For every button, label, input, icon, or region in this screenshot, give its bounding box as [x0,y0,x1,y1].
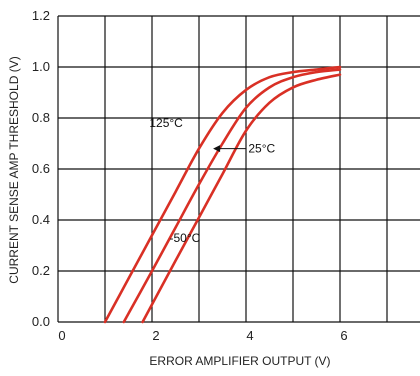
x-tick-label: 0 [58,328,65,343]
tick-labels: 024680.00.20.40.60.81.01.2 [32,8,348,343]
annotations: 125°C 25°C -50°C [149,116,275,245]
y-tick-label: 1.2 [32,8,50,23]
x-tick-label: 2 [152,328,159,343]
y-tick-label: 0.6 [32,161,50,176]
y-tick-label: 0.2 [32,263,50,278]
y-tick-label: 0.8 [32,110,50,125]
annotation-arrow-head [213,145,221,153]
annotation-label: -50°C [169,231,200,245]
y-tick-label: 0.0 [32,314,50,329]
series-line-1 [122,68,342,324]
annotation-label: 125°C [149,116,183,130]
y-tick-label: 0.4 [32,212,50,227]
series-lines [103,65,342,324]
x-axis-title: ERROR AMPLIFIER OUTPUT (V) [149,354,330,368]
series-line-2 [141,73,342,324]
series-line-0 [103,65,342,324]
grid [57,15,420,323]
x-tick-label: 6 [340,328,347,343]
y-tick-label: 1.0 [32,59,50,74]
annotation-label: 25°C [248,142,275,156]
y-axis-title: CURRENT SENSE AMP THRESHOLD (V) [7,56,21,283]
x-tick-label: 4 [246,328,253,343]
